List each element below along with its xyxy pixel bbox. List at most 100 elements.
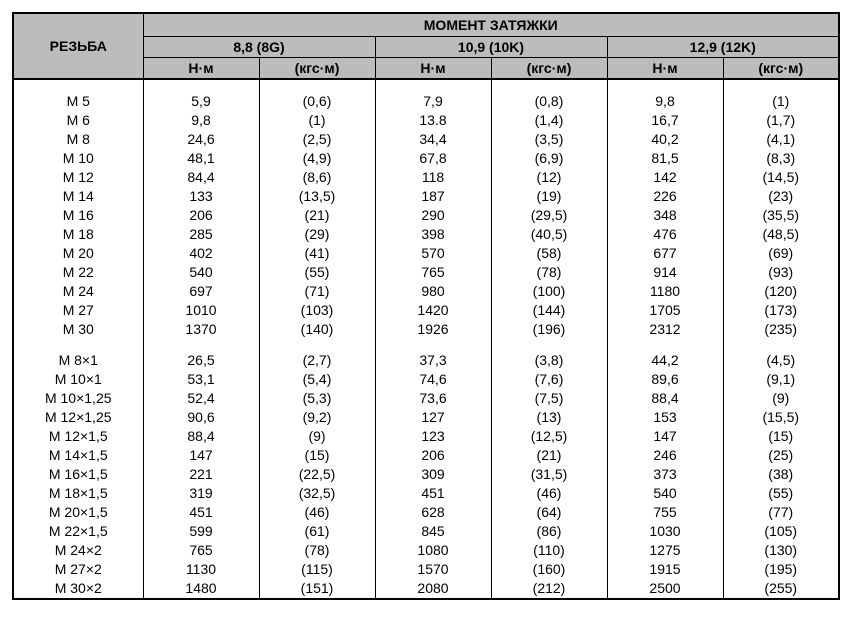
spacer-cell	[13, 339, 143, 351]
value-cell: (15,5)	[723, 408, 839, 427]
value-cell: (105)	[723, 522, 839, 541]
value-cell: 1080	[375, 541, 491, 560]
value-cell: (8,6)	[259, 168, 375, 187]
value-cell: (196)	[491, 320, 607, 339]
value-cell: 1010	[143, 301, 259, 320]
value-cell: 221	[143, 465, 259, 484]
value-cell: (15)	[723, 427, 839, 446]
value-cell: 48,1	[143, 149, 259, 168]
table-row: M 18285(29)398(40,5)476(48,5)	[13, 225, 839, 244]
value-cell: 2080	[375, 579, 491, 599]
value-cell: (23)	[723, 187, 839, 206]
table-row: M 55,9(0,6)7,9(0,8)9,8(1)	[13, 92, 839, 111]
table-row: M 30×21480(151)2080(212)2500(255)	[13, 579, 839, 599]
value-cell: 599	[143, 522, 259, 541]
value-cell: (55)	[723, 484, 839, 503]
thread-cell: M 18×1,5	[13, 484, 143, 503]
spacer-cell	[491, 79, 607, 92]
value-cell: 206	[375, 446, 491, 465]
value-cell: (35,5)	[723, 206, 839, 225]
header-unit-3: (кгс·м)	[491, 58, 607, 80]
table-row: M 18×1,5319(32,5)451(46)540(55)	[13, 484, 839, 503]
value-cell: 187	[375, 187, 491, 206]
value-cell: (21)	[259, 206, 375, 225]
table-row: M 16×1,5221(22,5)309(31,5)373(38)	[13, 465, 839, 484]
thread-cell: M 20	[13, 244, 143, 263]
value-cell: 1570	[375, 560, 491, 579]
value-cell: (48,5)	[723, 225, 839, 244]
value-cell: 133	[143, 187, 259, 206]
table-row: M 1284,4(8,6)118(12)142(14,5)	[13, 168, 839, 187]
value-cell: 26,5	[143, 351, 259, 370]
value-cell: 147	[607, 427, 723, 446]
value-cell: (4,9)	[259, 149, 375, 168]
table-row: M 10×1,2552,4(5,3)73,6(7,5)88,4(9)	[13, 389, 839, 408]
value-cell: (1,7)	[723, 111, 839, 130]
value-cell: 628	[375, 503, 491, 522]
spacer-cell	[143, 339, 259, 351]
value-cell: (78)	[491, 263, 607, 282]
value-cell: 765	[375, 263, 491, 282]
value-cell: (1)	[723, 92, 839, 111]
value-cell: (21)	[491, 446, 607, 465]
value-cell: 44,2	[607, 351, 723, 370]
value-cell: (4,5)	[723, 351, 839, 370]
value-cell: 123	[375, 427, 491, 446]
value-cell: (0,8)	[491, 92, 607, 111]
value-cell: 1926	[375, 320, 491, 339]
value-cell: (9)	[723, 389, 839, 408]
value-cell: 914	[607, 263, 723, 282]
value-cell: (9)	[259, 427, 375, 446]
spacer-cell	[259, 79, 375, 92]
spacer-cell	[143, 79, 259, 92]
table-row: M 20×1,5451(46)628(64)755(77)	[13, 503, 839, 522]
value-cell: 1130	[143, 560, 259, 579]
value-cell: 677	[607, 244, 723, 263]
value-cell: (2,5)	[259, 130, 375, 149]
value-cell: (8,3)	[723, 149, 839, 168]
header-title: МОМЕНТ ЗАТЯЖКИ	[143, 13, 839, 37]
value-cell: (9,1)	[723, 370, 839, 389]
value-cell: 37,3	[375, 351, 491, 370]
value-cell: (120)	[723, 282, 839, 301]
value-cell: (195)	[723, 560, 839, 579]
value-cell: (151)	[259, 579, 375, 599]
value-cell: (61)	[259, 522, 375, 541]
thread-cell: M 14×1,5	[13, 446, 143, 465]
spacer-cell	[607, 339, 723, 351]
table-row: M 10×153,1(5,4)74,6(7,6)89,6(9,1)	[13, 370, 839, 389]
table-row: M 12×1,588,4(9)123(12,5)147(15)	[13, 427, 839, 446]
value-cell: (77)	[723, 503, 839, 522]
value-cell: (13,5)	[259, 187, 375, 206]
value-cell: 73,6	[375, 389, 491, 408]
thread-cell: M 22×1,5	[13, 522, 143, 541]
value-cell: 34,4	[375, 130, 491, 149]
thread-cell: M 10	[13, 149, 143, 168]
value-cell: 84,4	[143, 168, 259, 187]
value-cell: (115)	[259, 560, 375, 579]
table-row: M 22540(55)765(78)914(93)	[13, 263, 839, 282]
value-cell: (29)	[259, 225, 375, 244]
thread-cell: M 8×1	[13, 351, 143, 370]
value-cell: (110)	[491, 541, 607, 560]
value-cell: 765	[143, 541, 259, 560]
spacer-cell	[259, 339, 375, 351]
thread-cell: M 27×2	[13, 560, 143, 579]
value-cell: 2500	[607, 579, 723, 599]
value-cell: 319	[143, 484, 259, 503]
thread-cell: M 27	[13, 301, 143, 320]
value-cell: 540	[143, 263, 259, 282]
table-body: M 55,9(0,6)7,9(0,8)9,8(1)M 69,8(1)13.8(1…	[13, 79, 839, 599]
table-row: M 24697(71)980(100)1180(120)	[13, 282, 839, 301]
value-cell: (2,7)	[259, 351, 375, 370]
value-cell: (38)	[723, 465, 839, 484]
table-spacer-row	[13, 339, 839, 351]
value-cell: 246	[607, 446, 723, 465]
value-cell: 285	[143, 225, 259, 244]
table-row: M 69,8(1)13.8(1,4)16,7(1,7)	[13, 111, 839, 130]
header-grade-0: 8,8 (8G)	[143, 37, 375, 58]
value-cell: (103)	[259, 301, 375, 320]
header-thread: РЕЗЬБА	[13, 13, 143, 79]
value-cell: 127	[375, 408, 491, 427]
value-cell: 1275	[607, 541, 723, 560]
